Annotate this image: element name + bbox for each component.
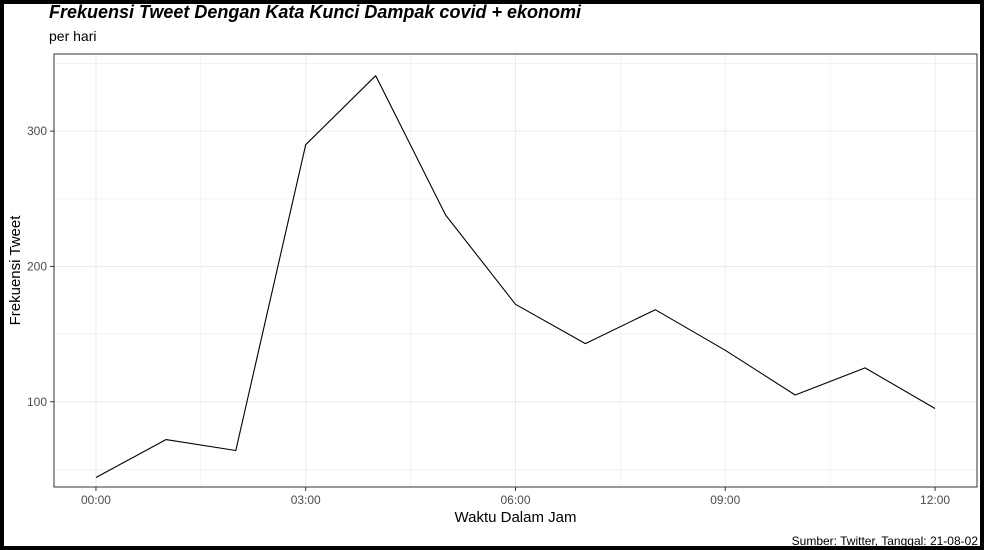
chart-title: Frekuensi Tweet Dengan Kata Kunci Dampak… (49, 2, 581, 22)
x-tick-label: 00:00 (81, 493, 111, 507)
y-tick-label: 300 (27, 124, 47, 138)
x-tick-label: 06:00 (500, 493, 530, 507)
x-tick-label: 03:00 (291, 493, 321, 507)
major-gridlines (54, 54, 977, 487)
y-axis-title: Frekuensi Tweet (7, 215, 24, 326)
x-tick-label: 12:00 (920, 493, 950, 507)
chart-subtitle: per hari (49, 28, 97, 44)
y-tick-label: 100 (27, 395, 47, 409)
x-axis-ticks: 00:00 03:00 06:00 09:00 12:00 (81, 487, 950, 507)
x-tick-label: 09:00 (710, 493, 740, 507)
series-line (95, 75, 936, 478)
series-group (95, 75, 936, 478)
y-axis-ticks: 100 200 300 (27, 124, 54, 409)
y-tick-label: 200 (27, 259, 47, 273)
x-axis-title: Waktu Dalam Jam (455, 509, 577, 526)
chart-caption: Sumber: Twitter, Tanggal: 21-08-02 (791, 534, 978, 548)
